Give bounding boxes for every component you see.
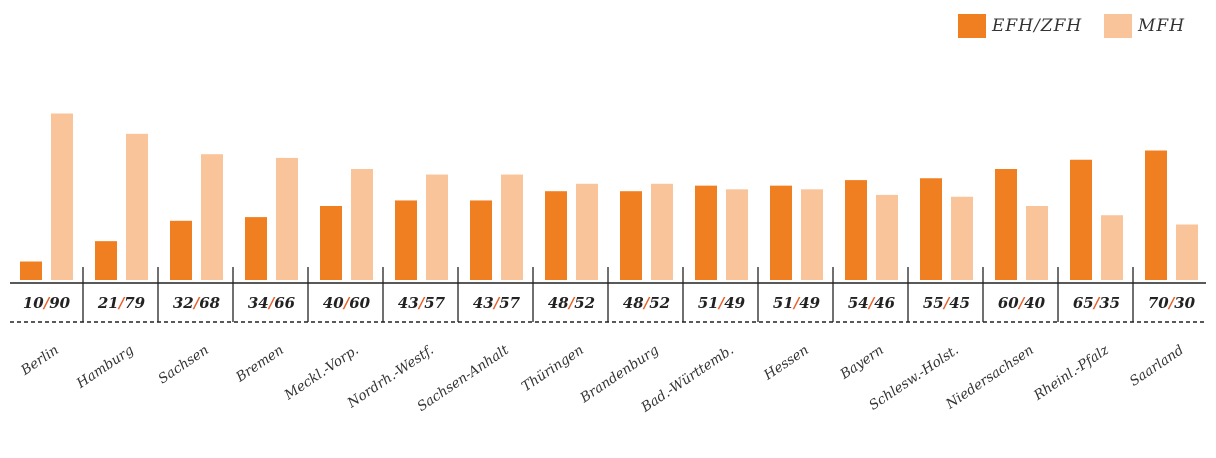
legend-item-efh: EFH/ZFH bbox=[958, 14, 1082, 38]
bar-efh bbox=[545, 191, 567, 280]
bar-mfh bbox=[726, 189, 748, 280]
legend-label-mfh: MFH bbox=[1138, 16, 1186, 36]
bar-mfh bbox=[801, 189, 823, 280]
bar-efh bbox=[395, 200, 417, 280]
category-label: Hamburg bbox=[73, 342, 137, 392]
bar-efh bbox=[1145, 150, 1167, 280]
bar-efh bbox=[770, 185, 792, 280]
value-label: 70/30 bbox=[1148, 294, 1196, 312]
value-label: 43/57 bbox=[398, 294, 446, 312]
bar-efh bbox=[470, 200, 492, 280]
value-label: 10/90 bbox=[23, 294, 71, 312]
legend-swatch-mfh bbox=[1104, 14, 1132, 38]
value-label: 51/49 bbox=[698, 294, 746, 312]
bar-mfh bbox=[651, 183, 673, 280]
bar-mfh bbox=[276, 157, 298, 280]
bar-mfh bbox=[501, 174, 523, 280]
bar-efh bbox=[920, 178, 942, 280]
value-label: 48/52 bbox=[548, 294, 595, 312]
category-label: Bremen bbox=[232, 342, 286, 386]
category-label: Berlin bbox=[17, 342, 61, 379]
legend-label-efh: EFH/ZFH bbox=[992, 16, 1083, 36]
bar-efh bbox=[95, 241, 117, 280]
value-label: 65/35 bbox=[1073, 294, 1120, 312]
bar-mfh bbox=[351, 169, 373, 280]
value-label: 48/52 bbox=[623, 294, 670, 312]
bar-efh bbox=[170, 220, 192, 280]
bar-mfh bbox=[426, 174, 448, 280]
bar-mfh bbox=[201, 154, 223, 280]
bar-mfh bbox=[1026, 206, 1048, 280]
bar-efh bbox=[320, 206, 342, 280]
bar-mfh bbox=[126, 133, 148, 280]
bar-mfh bbox=[1101, 215, 1123, 280]
bar-mfh bbox=[951, 196, 973, 280]
value-label: 21/79 bbox=[97, 294, 146, 312]
value-label: 55/45 bbox=[923, 294, 970, 312]
bar-mfh bbox=[876, 194, 898, 280]
bar-efh bbox=[620, 191, 642, 280]
bar-efh bbox=[1070, 159, 1092, 280]
value-label: 32/68 bbox=[173, 294, 221, 312]
bar-mfh bbox=[576, 183, 598, 280]
bar-efh bbox=[695, 185, 717, 280]
value-label: 43/57 bbox=[473, 294, 521, 312]
value-label: 40/60 bbox=[323, 294, 371, 312]
value-label: 60/40 bbox=[998, 294, 1046, 312]
bar-mfh bbox=[1176, 224, 1198, 280]
value-label: 54/46 bbox=[848, 294, 896, 312]
bar-efh bbox=[845, 180, 867, 280]
legend-item-mfh: MFH bbox=[1104, 14, 1185, 38]
category-label: Bayern bbox=[837, 342, 887, 383]
category-label: Hessen bbox=[760, 342, 811, 384]
value-label: 34/66 bbox=[248, 294, 296, 312]
category-label: Saarland bbox=[1127, 342, 1187, 390]
bar-efh bbox=[245, 217, 267, 280]
category-label: Sachsen bbox=[155, 342, 211, 387]
legend-swatch-efh bbox=[958, 14, 986, 38]
category-label: Rheinl.-Pfalz bbox=[1030, 342, 1112, 405]
value-label: 51/49 bbox=[773, 294, 821, 312]
bar-efh bbox=[20, 261, 42, 280]
category-label: Thüringen bbox=[519, 342, 587, 395]
bar-efh bbox=[995, 169, 1017, 280]
bar-mfh bbox=[51, 113, 73, 280]
